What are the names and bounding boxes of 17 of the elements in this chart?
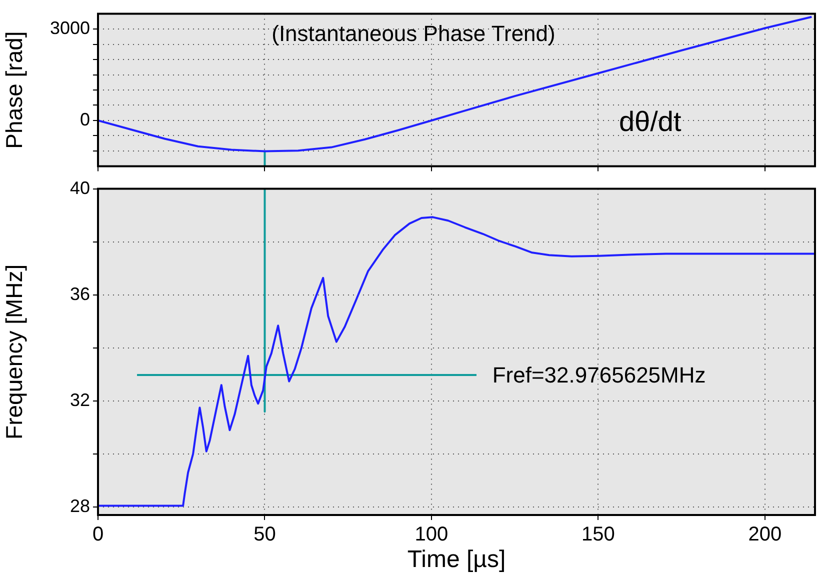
x-tick-label: 200 (748, 524, 782, 546)
x-tick-label: 50 (254, 524, 276, 546)
y-tick-label: 3000 (50, 18, 90, 38)
annotation: dθ/dt (618, 106, 682, 138)
y-tick-label: 28 (70, 496, 90, 516)
x-tick-label: 100 (414, 524, 448, 546)
y-tick-label: 32 (70, 390, 90, 410)
annotation: Fref=32.9765625MHz (492, 362, 706, 388)
y-tick-label: 40 (70, 178, 90, 198)
y-tick-label: 36 (70, 284, 90, 304)
x-axis-title: Time [µs] (407, 546, 506, 574)
y-axis-title: Frequency [MHz] (1, 264, 28, 440)
y-tick-label: 0 (80, 109, 90, 130)
x-tick-label: 0 (92, 524, 104, 546)
annotation: (Instantaneous Phase Trend) (272, 21, 556, 46)
x-tick-label: 150 (582, 524, 615, 546)
y-axis-title: Phase [rad] (1, 31, 28, 149)
